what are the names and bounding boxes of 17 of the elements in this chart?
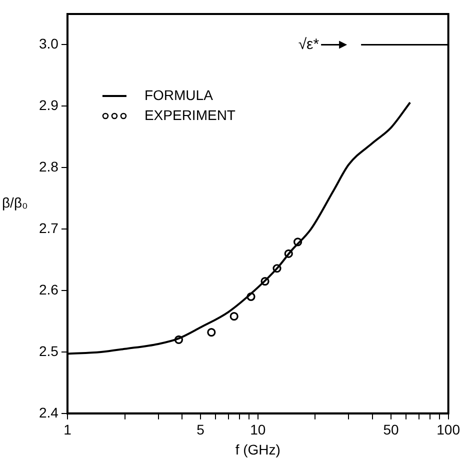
legend-label: EXPERIMENT [144,106,236,123]
x-tick-label: 100 [436,422,460,438]
y-axis-title: β/β₀ [2,194,28,211]
y-tick-label: 2.6 [38,281,59,298]
y-tick-label: 3.0 [38,36,59,52]
y-tick-label: 2.9 [38,97,59,114]
y-tick-label: 2.7 [38,220,59,236]
x-axis-title: f (GHz) [235,441,280,458]
legend-label: FORMULA [144,86,214,103]
x-tick-label: 5 [196,422,205,438]
x-tick-label: 1 [64,422,72,438]
ref-line-label: √ε* [298,36,320,53]
y-tick-label: 2.4 [38,404,59,420]
y-tick-label: 2.8 [38,158,59,174]
x-tick-label: 50 [383,422,399,438]
y-tick-label: 2.5 [38,342,59,359]
x-tick-label: 10 [250,422,266,438]
